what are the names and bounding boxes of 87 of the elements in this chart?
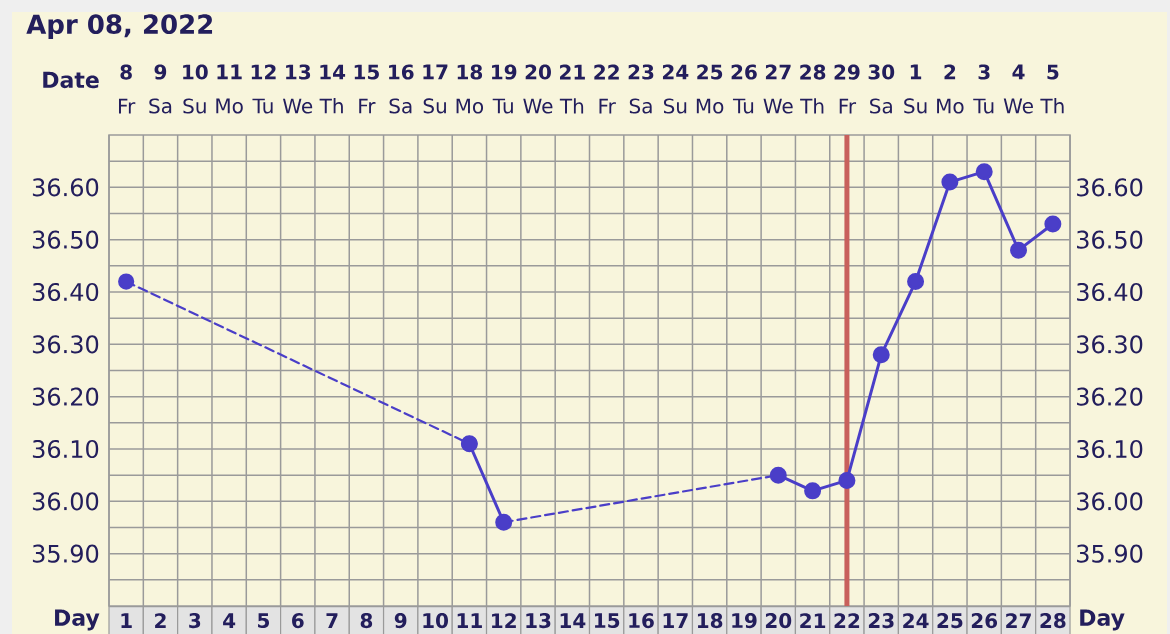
x2-tick-label: 16 Sa (389, 64, 414, 114)
x-tick-label: 23 (868, 613, 894, 629)
y-tick-label: 36.40 (32, 282, 99, 302)
x2-tick-label: 5 Th (1040, 64, 1064, 114)
x2-tick-label: 24 Su (662, 64, 689, 114)
x2-tick-label: 20 We (523, 64, 553, 114)
point (804, 482, 822, 500)
x2-tick-label: 1 Su (904, 64, 927, 114)
x2-tick-label: 26 Tu (731, 64, 757, 114)
y2-tick-label: 36.20 (1077, 387, 1143, 406)
x2-tick-label: 10 Su (183, 64, 208, 114)
x-tick-label: 24 (903, 613, 929, 629)
point (975, 163, 993, 181)
point (941, 173, 959, 191)
y2-tick-label: 36.30 (1077, 335, 1143, 354)
point (1044, 215, 1062, 233)
x-tick-label: 1 (121, 613, 132, 628)
x-tick-label: 8 (360, 613, 373, 629)
y2-tick-label: 36.50 (1077, 230, 1143, 249)
x-tick-label: 21 (800, 613, 826, 629)
x2-tick-label: 23 Sa (628, 64, 654, 114)
x-tick-label: 3 (189, 613, 201, 629)
x-tick-label: 2 (155, 613, 166, 629)
y2-tick-label: 35.90 (1077, 544, 1143, 563)
x2-tick-label: 27 We (763, 64, 793, 114)
x2-tick-label: 22 Fr (594, 64, 619, 114)
y-tick-label: 36.20 (32, 387, 99, 406)
x-axis-title: Day (55, 609, 100, 631)
y-tick-label: 36.10 (32, 439, 99, 459)
x-tick-label: 26 (971, 613, 998, 629)
text: Day (1080, 609, 1125, 631)
chart-title: Apr 08, 2022 (26, 14, 213, 40)
point (907, 273, 925, 291)
point (495, 513, 513, 531)
x2-tick-label: 21 Th (559, 64, 585, 114)
x-tick-label: 10 (423, 613, 449, 629)
x-tick-label: 28 (1040, 613, 1066, 629)
x-tick-label: 16 (629, 613, 654, 629)
x-tick-label: 14 (560, 613, 586, 628)
y2-tick-label: 36.00 (1077, 492, 1143, 511)
point (1010, 241, 1028, 259)
x2-tick-label: 30 Sa (868, 64, 895, 114)
x-tick-label: 9 (394, 613, 407, 629)
x2-tick-label: 3 Tu (973, 64, 994, 114)
x2-tick-label: 17 Su (423, 64, 448, 114)
x-tick-label: 7 (326, 613, 338, 628)
x2-tick-label: 19 Tu (492, 64, 517, 114)
x2-tick-label: 4 We (1003, 64, 1033, 114)
point (118, 273, 135, 290)
x-tick-label: 17 (663, 613, 688, 628)
x-tick-label: 19 (732, 613, 757, 629)
x2-tick-label: 2 Mo (937, 64, 964, 114)
x2-tick-label: 9 Sa (149, 64, 172, 114)
y-tick-label: 36.00 (32, 492, 99, 511)
x-tick-label: 20 (765, 613, 792, 629)
x2-tick-label: 11 Mo (216, 64, 243, 114)
x2-tick-label: 15 Fr (354, 64, 379, 114)
x-tick-label: 11 (457, 613, 482, 628)
y-tick-label: 35.90 (32, 544, 99, 563)
x2-tick-label: 13 We (282, 64, 313, 114)
x-tick-label: 6 (292, 613, 304, 629)
x2-tick-label: 12 Tu (251, 64, 276, 114)
x2-axis-title: Date (43, 71, 99, 89)
x2-tick-label: 18 Mo (456, 64, 484, 114)
y2-tick-label: 36.60 (1077, 178, 1143, 197)
x-tick-label: 15 (595, 613, 620, 629)
x2-tick-label: 8 Fr (118, 64, 136, 114)
y2-tick-label: 36.40 (1077, 282, 1143, 302)
y-tick-label: 36.60 (32, 178, 99, 197)
x2-tick-label: 29 Fr (834, 64, 860, 114)
x-tick-label: 4 (223, 613, 236, 628)
x2-tick-label: 28 Th (800, 64, 826, 114)
x-tick-label: 27 (1006, 613, 1031, 629)
point (838, 471, 856, 489)
y-tick-label: 36.30 (32, 335, 99, 354)
y-tick-label: 36.50 (32, 230, 99, 249)
y2-tick-label: 36.10 (1077, 439, 1143, 459)
point (769, 466, 787, 484)
x2-tick-label: 25 Mo (696, 64, 724, 114)
x-tick-label: 25 (937, 613, 963, 629)
x-tick-label: 12 (492, 613, 516, 629)
x-tick-label: 18 (697, 613, 723, 629)
x-tick-label: 22 (834, 613, 860, 629)
x-tick-label: 13 (526, 613, 551, 629)
x-tick-label: 5 (258, 613, 270, 629)
x2-tick-label: 14 Th (319, 64, 346, 114)
point (872, 346, 890, 364)
